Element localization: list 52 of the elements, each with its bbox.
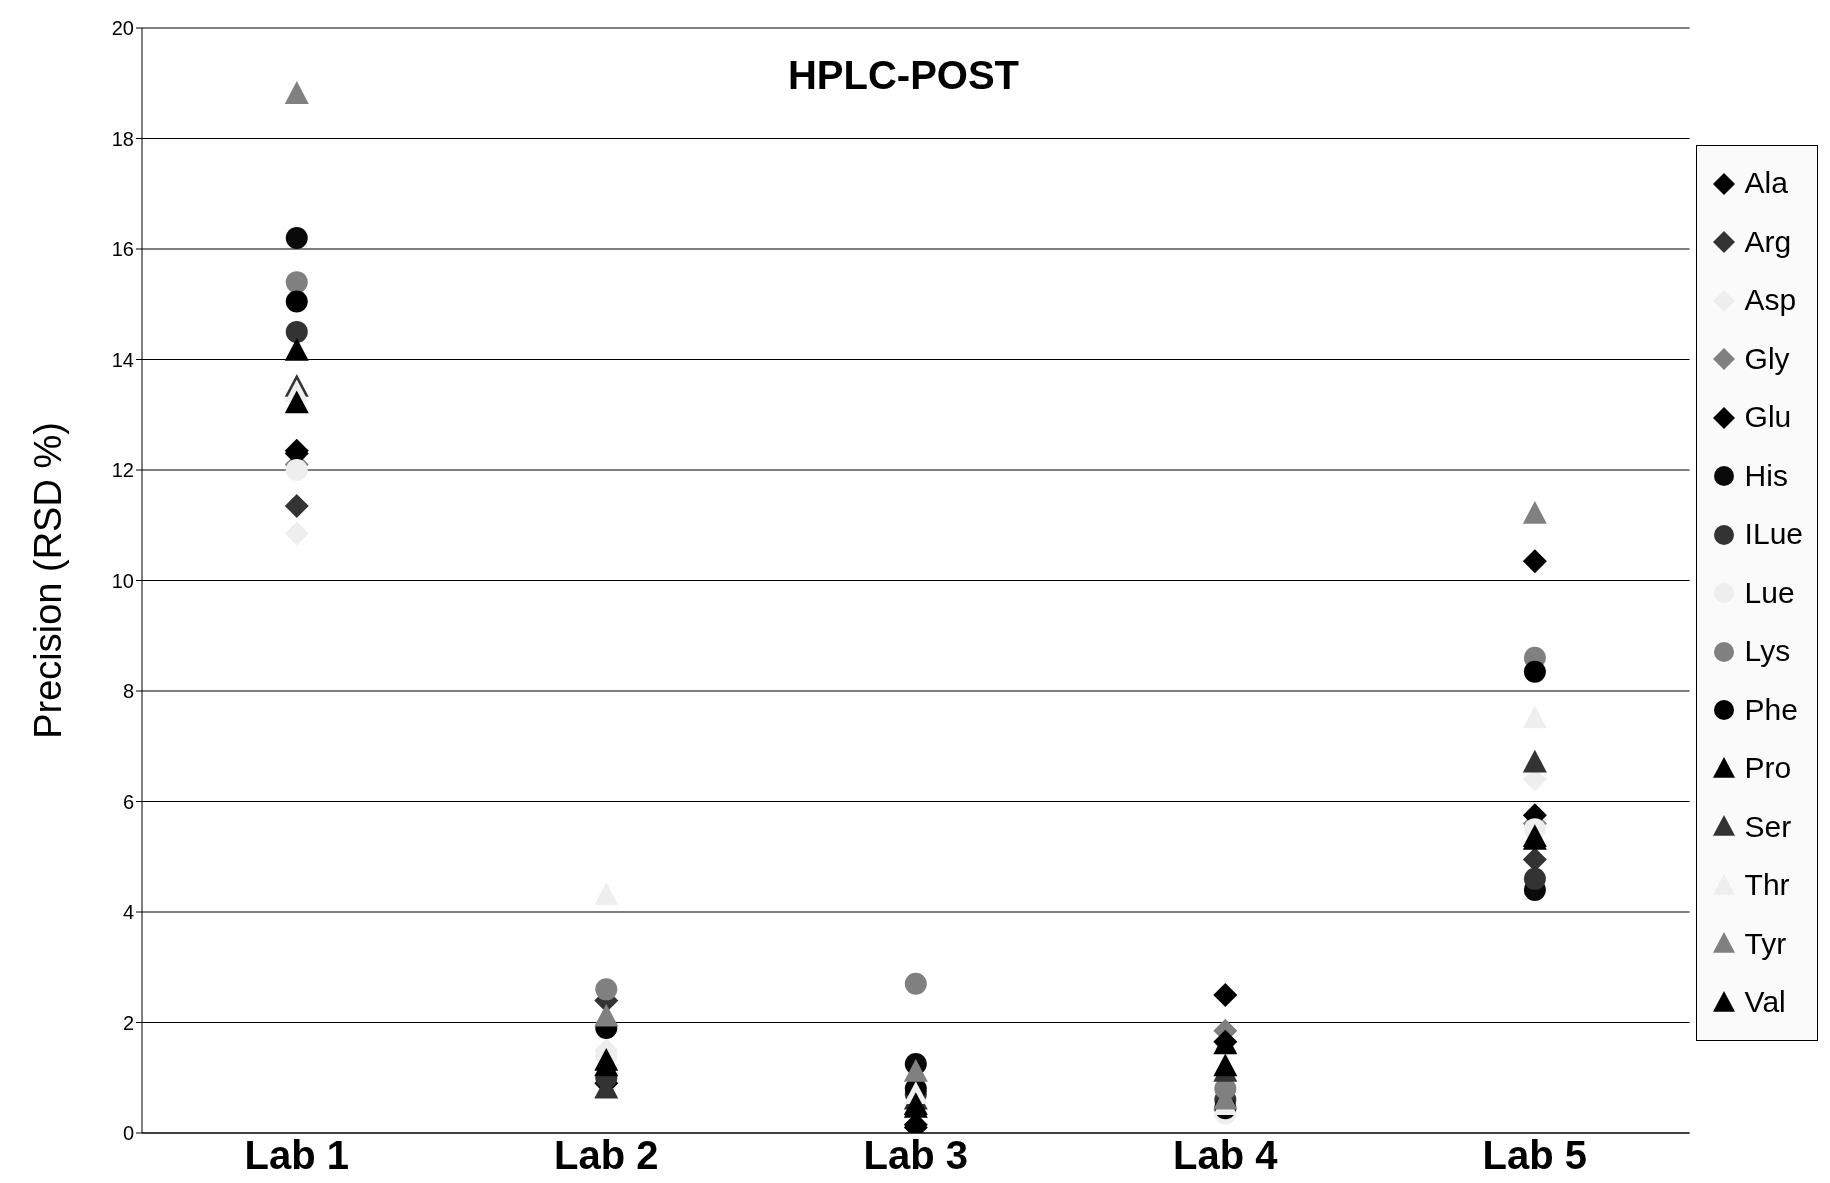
legend-label: His [1744, 457, 1788, 494]
x-tick-label: Lab 4 [1173, 1133, 1279, 1178]
legend-label: Val [1744, 984, 1786, 1021]
point [285, 226, 308, 249]
legend-label: Tyr [1744, 925, 1787, 962]
legend-label: Gly [1744, 340, 1790, 377]
legend-label: Glu [1744, 399, 1792, 436]
point [285, 290, 308, 313]
point [284, 81, 309, 104]
y-tick-label: 6 [122, 790, 134, 813]
point [1213, 982, 1238, 1007]
text: HPLC-POST [786, 53, 1021, 98]
point [594, 1003, 619, 1027]
legend-label: Ala [1744, 165, 1788, 202]
x-tick-label: Lab 1 [244, 1133, 349, 1178]
point [1522, 749, 1547, 773]
y-tick-label: 10 [111, 569, 134, 592]
point [284, 390, 309, 414]
y-tick-label: 12 [111, 459, 134, 482]
point [1522, 549, 1547, 574]
point [903, 1059, 928, 1082]
legend-label: Arg [1744, 223, 1792, 260]
legend-label: Asp [1744, 282, 1797, 319]
point [284, 338, 309, 361]
y-tick-label: 2 [122, 1011, 134, 1034]
y-axis-title: Precision (RSD %) [27, 422, 70, 739]
legend-label: Phe [1744, 691, 1798, 728]
y-tick-label: 14 [111, 348, 134, 371]
legend-label: Pro [1744, 750, 1792, 787]
y-tick-label: 18 [111, 127, 134, 150]
y-tick-label: 8 [122, 680, 134, 703]
point [284, 493, 309, 518]
legend-label: Lue [1744, 574, 1795, 611]
x-tick-label: Lab 2 [554, 1133, 659, 1178]
point [285, 320, 308, 343]
point [1213, 1053, 1238, 1077]
x-tick-label: Lab 3 [863, 1133, 969, 1178]
legend-label: ILue [1744, 516, 1803, 553]
x-tick-label: Lab 5 [1482, 1133, 1588, 1178]
point [1522, 501, 1547, 524]
point [595, 978, 618, 1001]
y-tick-label: 16 [111, 238, 134, 261]
point [1523, 660, 1546, 683]
y-tick-label: 4 [122, 901, 134, 924]
point [1523, 867, 1546, 890]
point [285, 271, 308, 294]
legend-label: Ser [1744, 808, 1792, 845]
legend-label: Lys [1744, 633, 1791, 670]
y-tick-label: 20 [111, 17, 134, 40]
y-tick-label: 0 [122, 1122, 134, 1145]
point [904, 972, 927, 995]
legend-label: Thr [1744, 867, 1790, 904]
